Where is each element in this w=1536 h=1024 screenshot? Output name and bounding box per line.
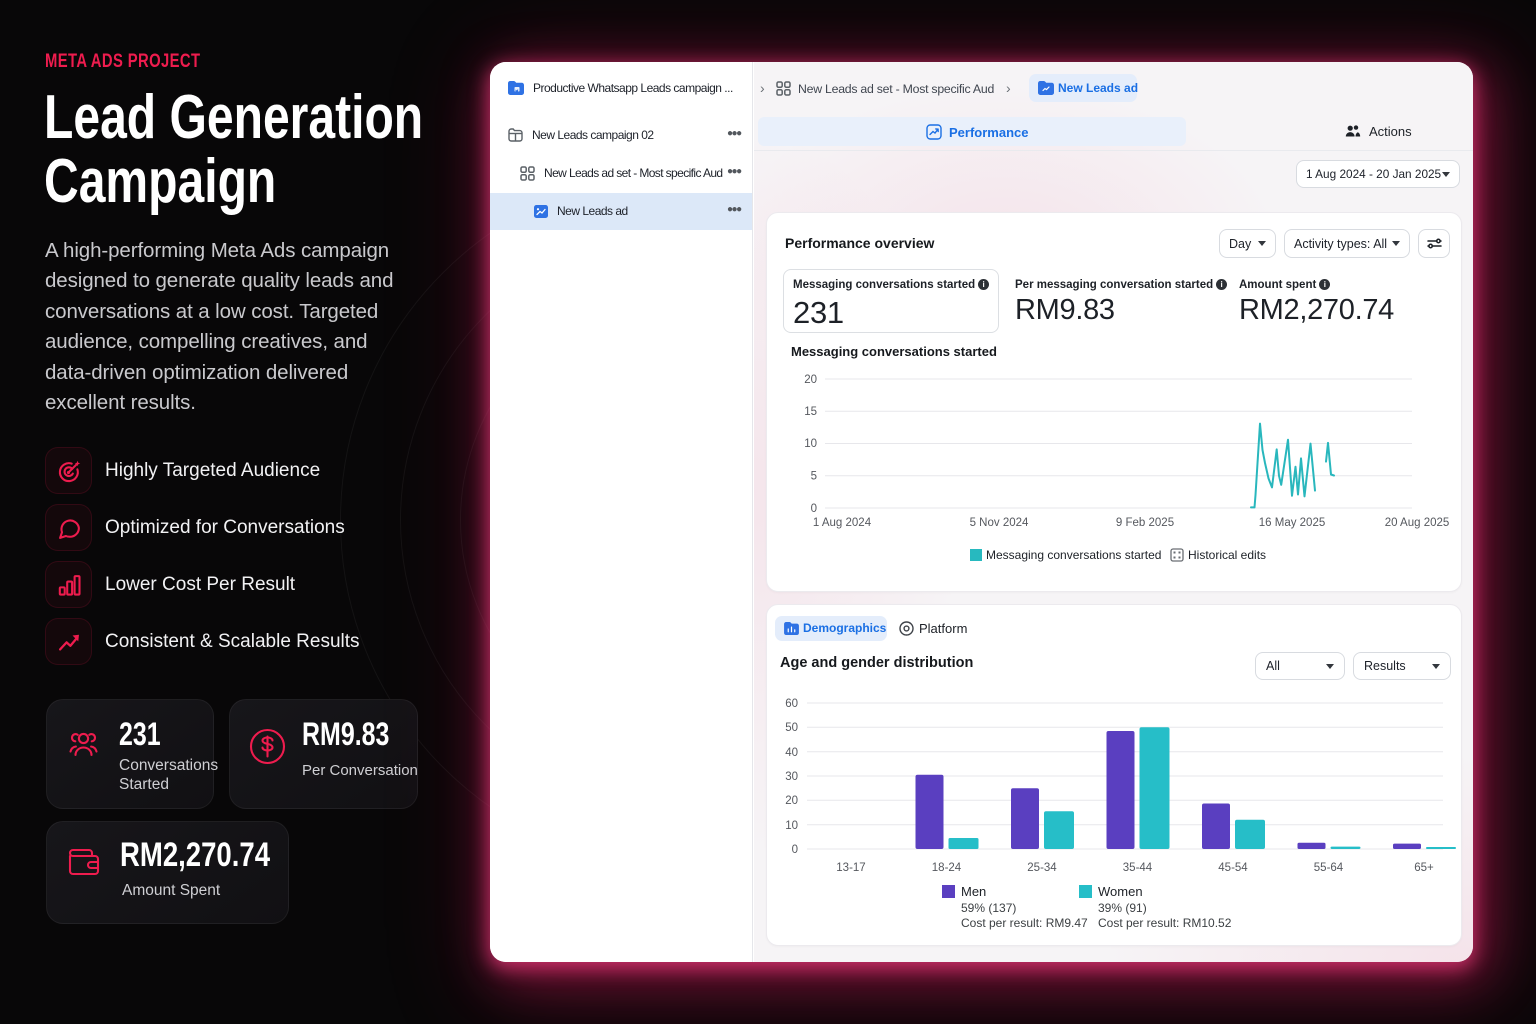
svg-text:39% (91): 39% (91) xyxy=(1098,901,1147,915)
svg-text:20: 20 xyxy=(785,795,798,807)
svg-text:Messaging conversations starte: Messaging conversations started xyxy=(986,548,1161,562)
svg-text:5 Nov 2024: 5 Nov 2024 xyxy=(970,517,1029,529)
svg-text:Historical edits: Historical edits xyxy=(1188,548,1266,562)
svg-text:Men: Men xyxy=(961,884,986,899)
svg-text:18-24: 18-24 xyxy=(932,862,962,874)
svg-text:20: 20 xyxy=(804,374,817,386)
svg-text:10: 10 xyxy=(804,438,817,450)
svg-text:13-17: 13-17 xyxy=(836,862,865,874)
svg-text:15: 15 xyxy=(804,406,817,418)
svg-text:5: 5 xyxy=(811,471,817,483)
svg-text:1 Aug 2024: 1 Aug 2024 xyxy=(813,517,872,529)
svg-text:65+: 65+ xyxy=(1414,862,1434,874)
svg-text:50: 50 xyxy=(785,722,798,734)
svg-text:45-54: 45-54 xyxy=(1218,862,1248,874)
svg-text:35-44: 35-44 xyxy=(1123,862,1153,874)
svg-text:25-34: 25-34 xyxy=(1027,862,1057,874)
svg-text:55-64: 55-64 xyxy=(1314,862,1344,874)
svg-text:0: 0 xyxy=(811,503,817,515)
svg-text:60: 60 xyxy=(785,698,798,710)
svg-text:10: 10 xyxy=(785,820,798,832)
svg-text:0: 0 xyxy=(792,844,798,856)
svg-text:59% (137): 59% (137) xyxy=(961,901,1016,915)
svg-text:Women: Women xyxy=(1098,884,1143,899)
svg-text:20 Aug 2025: 20 Aug 2025 xyxy=(1385,517,1450,529)
svg-text:30: 30 xyxy=(785,771,798,783)
svg-text:40: 40 xyxy=(785,747,798,759)
svg-text:16 May 2025: 16 May 2025 xyxy=(1259,517,1326,529)
svg-text:9 Feb 2025: 9 Feb 2025 xyxy=(1116,517,1174,529)
svg-text:Cost per result: RM10.52: Cost per result: RM10.52 xyxy=(1098,916,1232,930)
svg-text:Cost per result: RM9.47: Cost per result: RM9.47 xyxy=(961,916,1088,930)
